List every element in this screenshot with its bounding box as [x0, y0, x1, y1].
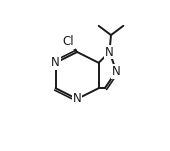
Text: Cl: Cl [62, 35, 74, 48]
Text: N: N [112, 65, 121, 78]
Text: N: N [105, 45, 114, 58]
Text: N: N [73, 92, 81, 105]
Text: N: N [51, 56, 60, 69]
